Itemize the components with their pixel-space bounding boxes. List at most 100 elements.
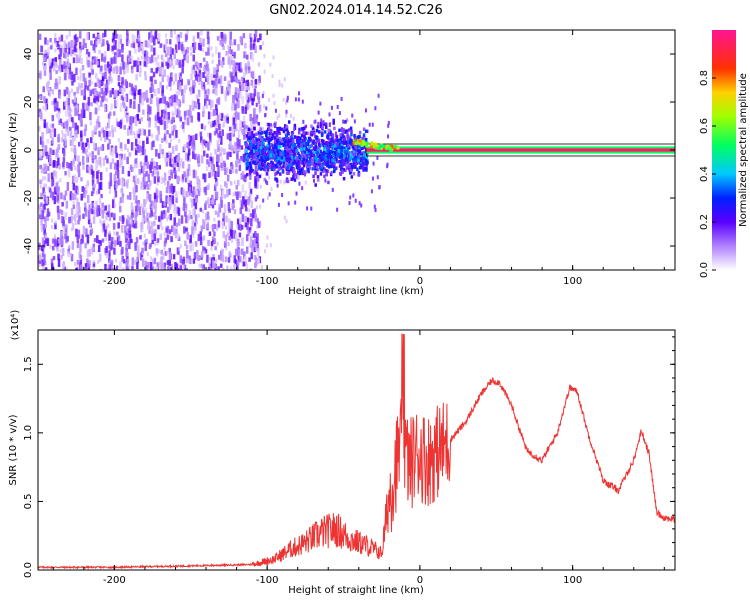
spectrogram-cell [103,108,106,113]
spectrogram-cell [329,161,333,166]
spectrogram-cell [241,77,244,82]
spectrogram-cell [327,146,331,150]
spectrogram-cell [113,41,116,50]
spectrogram-cell [210,257,214,267]
spectrogram-cell [44,219,47,229]
spectrogram-cell [189,105,192,111]
spectrogram-cell [203,247,207,253]
spectrogram-cell [200,30,203,36]
spectrogram-cell [256,167,259,172]
spectrogram-cell [109,189,112,194]
spectrogram-cell [269,128,272,133]
spectrogram-cell [213,119,217,126]
spectrogram-cell [255,102,258,107]
spectrogram-cell [143,129,146,136]
spectrogram-cell [124,225,127,234]
spectrogram-cell [39,111,43,119]
spectrogram-cell [136,257,139,262]
spectrogram-cell [341,159,345,164]
spectrogram-cell [62,264,65,269]
spectrogram-cell [90,40,93,46]
spectrogram-cell [364,137,368,142]
spectrogram-cell [43,203,46,210]
spectrogram-cell [167,102,170,108]
spectrogram-cell [293,178,297,182]
spectrogram-cell [209,134,212,143]
spectrogram-cell [58,91,61,99]
spectrogram-cell [349,162,353,167]
spectrogram-cell [136,202,140,212]
spectrogram-cell [315,136,318,141]
spectrogram-cell [83,194,86,199]
spectrogram-cell [250,149,254,154]
spectrogram-cell [61,236,64,246]
spectrogram-cell [104,64,107,71]
spectrogram-cell [124,79,128,86]
spectrogram-cell [168,201,172,210]
spectrogram-cell [148,226,151,234]
spectrogram-cell [224,36,227,41]
spectrogram-cell [104,263,107,270]
spectrogram-cell [235,248,238,257]
spectrogram-cell [143,93,146,101]
spectrogram-cell [79,76,82,81]
spectrogram-cell [90,102,93,107]
spectrogram-cell [224,90,228,98]
spectrogram-cell [100,221,104,227]
spectrogram-cell [234,76,237,81]
spectrogram-cell [54,37,57,44]
spectrogram-cell [155,113,158,121]
spectrogram-cell [316,150,319,155]
spectrogram-cell [148,117,151,122]
spectrogram-cell [93,125,97,133]
spectrogram-cell [393,145,397,149]
spectrogram-cell [226,113,229,118]
spectrogram-cell [223,194,227,199]
spectrogram-cell [297,97,300,102]
spectrogram-cell [204,200,208,205]
spectrogram-cell [239,126,242,131]
spectrogram-cell [234,71,238,80]
spectrogram-cell [268,138,271,142]
spectrogram-cell [87,56,90,62]
spectrogram-cell [269,149,272,154]
spectrogram-cell [134,138,138,146]
spectrogram-cell [149,38,152,44]
spectrogram-cell [120,95,124,100]
spectrogram-cell [337,149,341,153]
spectrogram-cell [252,170,256,175]
spectrogram-cell [70,253,74,262]
spectrogram-cell [275,145,278,150]
spectrogram-cell [108,111,112,117]
spectrogram-cell [90,246,93,251]
spectrogram-cell [288,149,291,154]
spectrogram-cell [125,262,128,269]
spectrogram-cell [67,63,70,68]
spectrogram-cell [196,62,199,67]
spectrogram-cell [226,174,230,182]
spectrogram-cell [65,86,69,95]
spectrogram-cell [352,162,356,166]
spectrogram-cell [269,243,272,248]
spectrogram-cell [221,129,224,136]
spectrogram-cell [77,164,81,173]
spectrogram-cell [248,193,252,202]
spectrogram-cell [355,145,358,150]
spectrogram-cell [291,132,294,137]
spectrogram-cell [283,124,287,128]
snr-y-tick-label: 0.5 [23,493,34,509]
spectrogram-cell [43,183,46,188]
spectrogram-cell [194,202,198,210]
spectrogram-cell [238,148,241,153]
spectrogram-cell [350,175,354,179]
spectrogram-cell [199,62,202,69]
spectrogram-cell [132,187,136,192]
spectrogram-cell [184,152,188,161]
spectrogram-cell [247,93,250,98]
spectrogram-cell [184,215,188,224]
spectrogram-cell [205,103,209,109]
spectrogram-cell [138,61,142,66]
spectrogram-cell [175,108,179,118]
spectrogram-cell [293,160,297,164]
spectrogram-cell [79,254,83,262]
